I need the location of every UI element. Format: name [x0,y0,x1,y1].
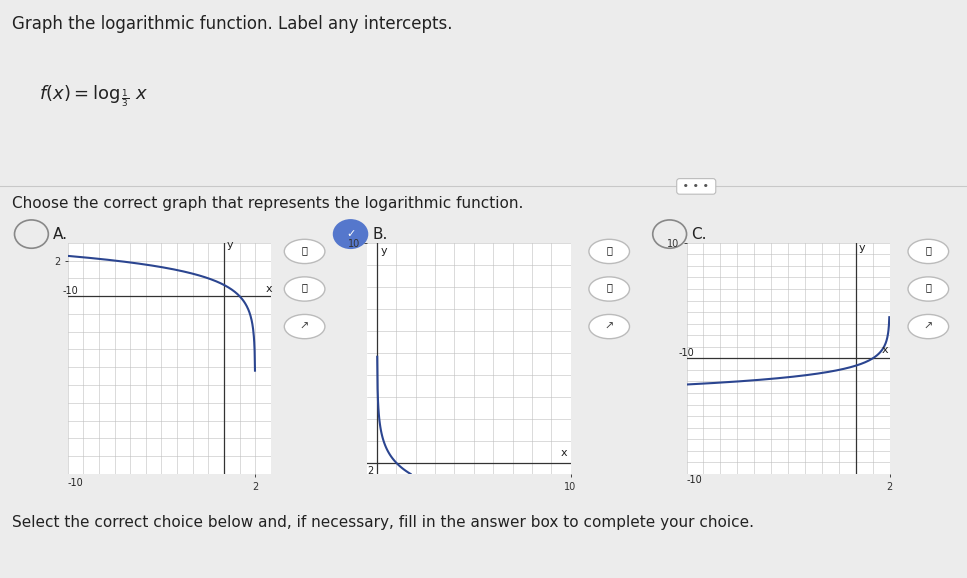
Circle shape [334,220,367,249]
Text: x: x [561,449,568,458]
Text: 🔍: 🔍 [606,283,612,292]
Text: A.: A. [53,227,69,242]
Circle shape [284,239,325,264]
Circle shape [589,239,630,264]
Text: -10: -10 [687,475,702,485]
Text: C.: C. [691,227,707,242]
Text: • • •: • • • [680,181,713,191]
Text: 🔍: 🔍 [606,245,612,255]
Text: 🔍: 🔍 [925,283,931,292]
Text: ↗: ↗ [300,321,309,332]
Text: 🔍: 🔍 [925,245,931,255]
Circle shape [908,277,949,301]
Text: -10: -10 [68,479,83,488]
Circle shape [589,314,630,339]
Text: y: y [226,240,233,250]
Circle shape [589,277,630,301]
Text: y: y [859,243,864,253]
Text: ↗: ↗ [923,321,933,332]
Text: y: y [381,246,388,256]
Text: Choose the correct graph that represents the logarithmic function.: Choose the correct graph that represents… [12,195,523,210]
Text: x: x [266,284,273,294]
Text: 🔍: 🔍 [302,245,308,255]
Text: B.: B. [372,227,388,242]
Circle shape [908,314,949,339]
Text: -10: -10 [678,348,694,358]
Text: 2: 2 [367,466,373,476]
Circle shape [908,239,949,264]
Text: Select the correct choice below and, if necessary, fill in the answer box to com: Select the correct choice below and, if … [12,515,753,530]
Text: ↗: ↗ [604,321,614,332]
Circle shape [284,277,325,301]
Text: Graph the logarithmic function. Label any intercepts.: Graph the logarithmic function. Label an… [12,15,453,33]
Text: $f(x)=\log_{\,\frac{1}{3}}\,x$: $f(x)=\log_{\,\frac{1}{3}}\,x$ [39,83,148,109]
Text: ✓: ✓ [346,229,355,239]
Text: x: x [881,344,888,354]
Text: -10: -10 [63,286,78,297]
Circle shape [284,314,325,339]
Text: 🔍: 🔍 [302,283,308,292]
